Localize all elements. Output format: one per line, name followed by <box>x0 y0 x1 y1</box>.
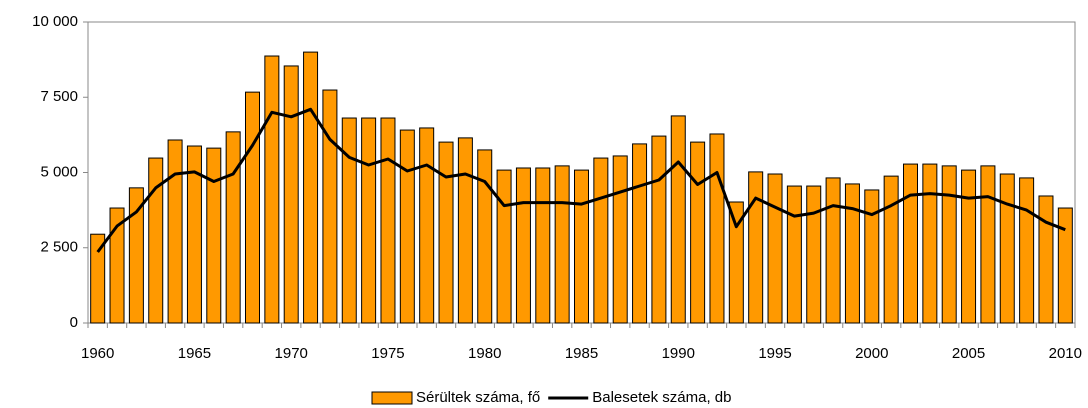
bar <box>477 149 493 324</box>
y-tick-label: 5 000 <box>40 163 78 180</box>
x-tick-label: 1960 <box>81 345 114 362</box>
bar <box>767 173 783 324</box>
bar <box>322 89 338 324</box>
y-tick-label: 7 500 <box>40 88 78 105</box>
bar <box>186 145 202 324</box>
bar <box>728 201 744 324</box>
bar <box>457 137 473 324</box>
bar <box>109 207 125 324</box>
x-tick-label: 1980 <box>468 345 501 362</box>
x-tick-label: 1985 <box>565 345 598 362</box>
bar <box>574 169 589 324</box>
x-tick-label: 2010 <box>1049 345 1082 362</box>
bar <box>206 147 222 324</box>
bar <box>632 143 648 324</box>
bar <box>535 167 551 324</box>
bar <box>361 117 377 324</box>
y-tick-label: 0 <box>70 314 78 331</box>
bar <box>690 141 706 324</box>
bar <box>303 51 319 324</box>
y-tick-label: 2 500 <box>40 239 78 256</box>
bar <box>225 131 241 324</box>
line <box>96 107 1066 253</box>
bar <box>380 117 396 324</box>
bar <box>825 177 841 324</box>
bar <box>399 129 415 324</box>
bar <box>1019 177 1035 324</box>
bar <box>264 55 280 324</box>
x-tick-label: 2000 <box>855 345 888 362</box>
bar <box>90 233 106 324</box>
bar <box>438 141 454 324</box>
bar <box>651 135 667 324</box>
bar <box>515 167 531 324</box>
bar <box>148 157 164 324</box>
bar <box>167 139 183 324</box>
bar <box>612 155 628 324</box>
bar <box>786 185 802 324</box>
bar <box>554 165 570 324</box>
legend-swatch <box>371 391 413 405</box>
bar <box>806 185 822 324</box>
x-tick-label: 2005 <box>952 345 985 362</box>
x-tick-label: 1995 <box>758 345 791 362</box>
bar <box>496 169 512 324</box>
x-tick-label: 1990 <box>662 345 695 362</box>
bar <box>245 91 260 324</box>
bar <box>709 133 725 324</box>
bar <box>941 165 957 324</box>
bar <box>980 165 996 324</box>
bar <box>670 115 686 324</box>
bar <box>748 171 764 324</box>
bar <box>593 157 609 324</box>
bar <box>1057 207 1073 324</box>
bar <box>999 173 1015 324</box>
bar <box>128 187 144 324</box>
y-tick-label: 10 000 <box>32 13 78 30</box>
bar <box>419 127 435 324</box>
bar <box>283 65 299 324</box>
bar <box>903 163 918 324</box>
bar <box>864 189 880 324</box>
bar <box>922 163 938 324</box>
bar <box>341 117 357 324</box>
x-tick-label: 1965 <box>178 345 211 362</box>
bar <box>961 169 977 324</box>
legend-label: Sérültek száma, fő <box>416 389 540 406</box>
x-tick-label: 1975 <box>371 345 404 362</box>
x-tick-label: 1970 <box>275 345 308 362</box>
bar <box>883 175 899 324</box>
bar <box>844 183 860 324</box>
legend-label: Balesetek száma, db <box>592 389 731 406</box>
bar <box>1038 195 1054 324</box>
